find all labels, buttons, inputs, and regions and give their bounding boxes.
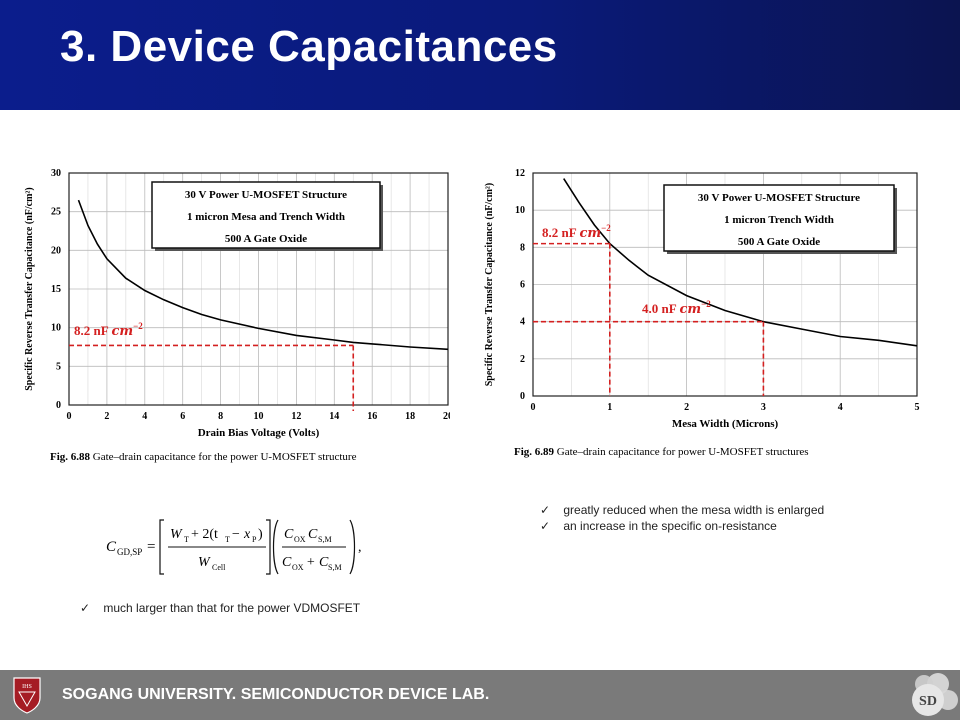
annotation-label: 8.2 nF cm−2 xyxy=(542,223,611,241)
bullet-text: greatly reduced when the mesa width is e… xyxy=(563,503,825,517)
y-tick-label: 0 xyxy=(56,400,61,411)
legend-box-line: 500 A Gate Oxide xyxy=(225,233,307,245)
lab-logo-icon: SD xyxy=(912,673,958,716)
left-bullet-list: ✓ much larger than that for the power VD… xyxy=(80,600,360,616)
y-tick-label: 15 xyxy=(51,284,61,295)
y-tick-label: 10 xyxy=(515,205,525,216)
y-tick-label: 2 xyxy=(520,354,525,365)
y-tick-label: 8 xyxy=(520,242,525,253)
formula-paren-left xyxy=(272,519,279,575)
legend-box-line: 30 V Power U-MOSFET Structure xyxy=(185,189,347,201)
university-crest-icon: IHS xyxy=(13,677,41,714)
capacitance-formula: C GD,SP = W T + 2(t T − x P ) W Cell C O… xyxy=(106,519,362,575)
plot-frame xyxy=(532,172,918,397)
check-icon: ✓ xyxy=(540,519,551,533)
bullet-item: ✓ much larger than that for the power VD… xyxy=(80,600,360,616)
x-tick-label: 4 xyxy=(142,411,147,422)
formula-den2b-sub: S,M xyxy=(328,563,342,572)
legend-box-line: 500 A Gate Oxide xyxy=(738,236,820,248)
x-tick-label: 0 xyxy=(531,402,536,413)
formula-close-paren: ) xyxy=(258,527,263,542)
figure-caption: Fig. 6.89 Gate–drain capacitance for pow… xyxy=(514,446,809,458)
x-tick-label: 0 xyxy=(67,411,72,422)
footer-lab-name: SOGANG UNIVERSITY. SEMICONDUCTOR DEVICE … xyxy=(62,686,490,703)
formula-lhs: C xyxy=(106,539,117,555)
y-tick-label: 25 xyxy=(51,207,61,218)
formula-num2-sub: OX xyxy=(294,535,306,544)
right-bullet-list: ✓ greatly reduced when the mesa width is… xyxy=(540,502,824,534)
x-tick-label: 5 xyxy=(915,402,920,413)
formula-num1-sub: T xyxy=(184,535,189,544)
y-tick-label: 30 xyxy=(51,168,61,179)
formula-minus-term-sub: P xyxy=(252,535,257,544)
slide-title: 3. Device Capacitances xyxy=(60,22,558,71)
formula-bracket-right xyxy=(266,519,271,575)
formula-plus-term: + 2(t xyxy=(191,527,218,542)
check-icon: ✓ xyxy=(540,503,551,517)
x-tick-label: 18 xyxy=(405,411,415,422)
formula-den2: C xyxy=(282,555,292,570)
legend-box-line: 30 V Power U-MOSFET Structure xyxy=(698,192,860,204)
formula-num1: W xyxy=(170,527,183,542)
formula-num2b-sub: S,M xyxy=(318,535,332,544)
footer-bar: IHS SOGANG UNIVERSITY. SEMICONDUCTOR DEV… xyxy=(0,670,960,720)
formula-num2: C xyxy=(284,527,294,542)
series-line xyxy=(77,199,449,351)
formula-bracket-left xyxy=(159,519,164,575)
x-axis-label: Mesa Width (Microns) xyxy=(672,418,779,430)
check-icon: ✓ xyxy=(80,601,91,615)
y-tick-label: 0 xyxy=(520,391,525,402)
y-axis-label: Specific Reverse Transfer Capacitance (n… xyxy=(24,187,35,391)
formula-equals: = xyxy=(147,539,155,555)
y-tick-label: 6 xyxy=(520,280,525,291)
x-tick-label: 1 xyxy=(607,402,612,413)
formula-plus-term-sub: T xyxy=(225,535,230,544)
x-tick-label: 4 xyxy=(838,402,843,413)
bullet-text: much larger than that for the power VDMO… xyxy=(103,601,361,615)
y-axis-label: Specific Reverse Transfer Capacitance (n… xyxy=(484,183,495,387)
annotation-label: 8.2 nF cm−2 xyxy=(74,321,143,339)
y-tick-label: 20 xyxy=(51,245,61,256)
crest-text: IHS xyxy=(22,684,32,690)
x-tick-label: 12 xyxy=(291,411,301,422)
y-tick-label: 12 xyxy=(515,168,525,179)
y-tick-label: 10 xyxy=(51,323,61,334)
formula-den1: W xyxy=(198,555,211,570)
bullet-text: an increase in the specific on-resistanc… xyxy=(563,519,777,533)
x-tick-label: 6 xyxy=(180,411,185,422)
formula-paren-right xyxy=(349,519,356,575)
x-tick-label: 2 xyxy=(684,402,689,413)
x-tick-label: 16 xyxy=(367,411,377,422)
figure-caption: Fig. 6.88 Gate–drain capacitance for the… xyxy=(50,451,357,463)
formula-num2b: C xyxy=(308,527,318,542)
formula-den2-sub: OX xyxy=(292,563,304,572)
title-bar: 3. Device Capacitances xyxy=(0,0,960,110)
formula-den2b: + C xyxy=(306,555,329,570)
chart-gate-drain-vs-drain-bias: 0 2 4 6 8 10 12 14 16 18 20 0 5 10 15 20 25 30 Drain Bias … xyxy=(24,168,450,463)
legend-box-line: 1 micron Trench Width xyxy=(724,214,834,226)
x-tick-label: 10 xyxy=(254,411,264,422)
x-tick-label: 3 xyxy=(761,402,766,413)
bullet-item: ✓ an increase in the specific on-resista… xyxy=(540,518,824,534)
annotation-label: 4.0 nF cm−2 xyxy=(642,299,711,317)
y-tick-label: 5 xyxy=(56,361,61,372)
formula-trailing: , xyxy=(358,540,362,555)
formula-den1-sub: Cell xyxy=(212,563,226,572)
x-axis-label: Drain Bias Voltage (Volts) xyxy=(198,427,320,439)
legend-box-line: 1 micron Mesa and Trench Width xyxy=(187,211,345,223)
series-line xyxy=(563,178,918,347)
x-tick-label: 2 xyxy=(104,411,109,422)
plot-frame xyxy=(68,172,449,406)
legend-box xyxy=(151,181,381,249)
x-tick-label: 8 xyxy=(218,411,223,422)
legend-box xyxy=(663,184,895,252)
formula-lhs-sub: GD,SP xyxy=(117,547,142,557)
x-tick-label: 14 xyxy=(329,411,339,422)
bullet-item: ✓ greatly reduced when the mesa width is… xyxy=(540,502,824,518)
lab-logo-text: SD xyxy=(919,694,937,709)
formula-minus-term: − x xyxy=(231,527,251,542)
y-tick-label: 4 xyxy=(520,317,525,328)
x-tick-label: 20 xyxy=(443,411,450,422)
